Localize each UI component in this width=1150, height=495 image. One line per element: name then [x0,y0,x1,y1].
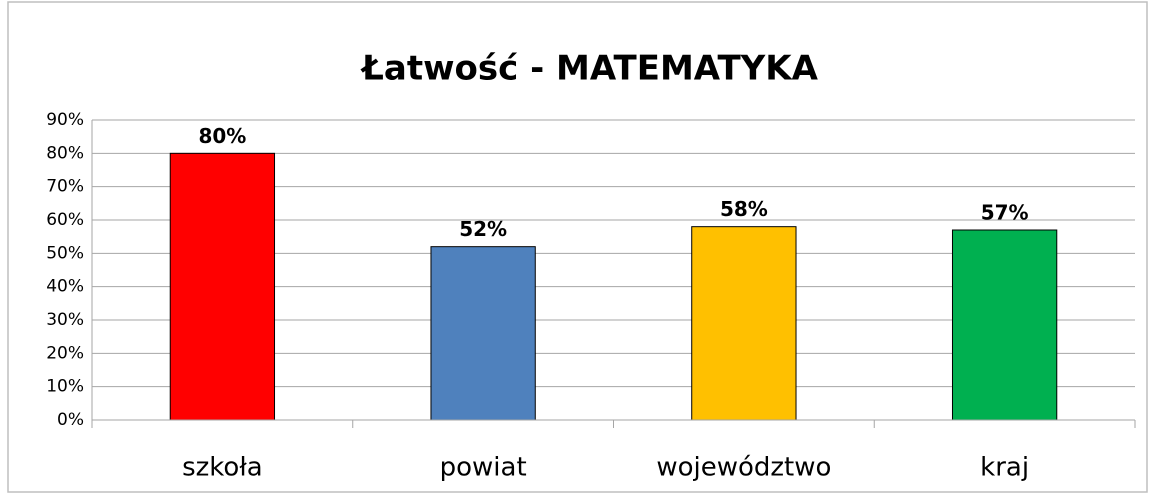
chart-title: Łatwość - MATEMATYKA [360,49,819,89]
y-tick-label: 20% [46,343,84,363]
x-tick-label: szkoła [182,453,263,483]
y-tick-label: 60% [46,210,84,230]
data-label: 52% [459,217,507,241]
bar [691,226,797,421]
x-tick-label: powiat [440,453,527,483]
bar [951,229,1058,421]
y-tick-label: 40% [46,277,84,297]
data-label: 80% [198,124,246,148]
bar [430,246,536,421]
y-tick-label: 90% [46,110,84,130]
y-tick-label: 50% [46,243,84,263]
y-tick-label: 30% [46,310,84,330]
data-label: 57% [981,201,1029,225]
data-label: 58% [720,197,768,221]
y-tick-label: 70% [46,177,84,197]
y-tick-label: 80% [46,143,84,163]
y-tick-label: 10% [46,377,84,397]
x-tick-label: województwo [656,453,831,483]
bar [169,152,276,421]
y-tick-label: 0% [57,410,84,430]
x-tick-label: kraj [980,453,1029,483]
